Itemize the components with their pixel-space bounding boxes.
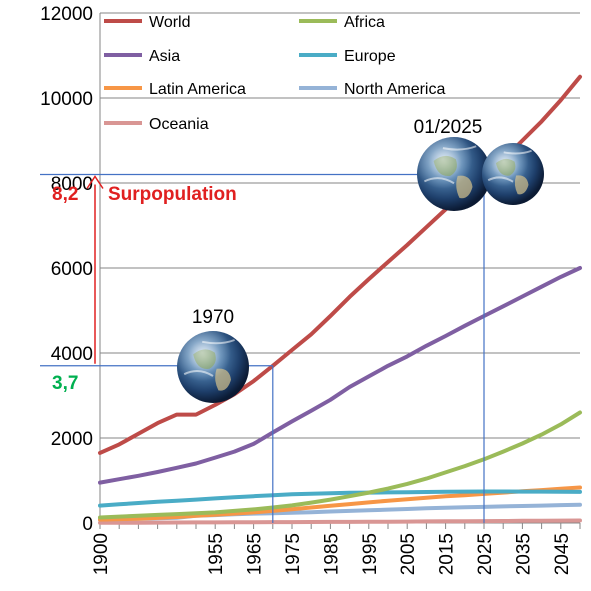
x-tick-label-1965: 1965 [245,533,266,575]
x-tick-label-1955: 1955 [206,533,227,575]
series-line-europe [98,489,582,508]
surpopulation-label: Surpopulation [108,184,237,205]
year-label-1970: 1970 [192,307,234,328]
y-tick-label-0: 0 [82,514,93,535]
x-tick-label-2025: 2025 [475,533,496,575]
series-line-asia [98,266,582,485]
globe-shine [417,137,491,211]
series-line-oceania [98,518,582,525]
y-axis-ticks: 0 2000 4000 6000 8000 10000 12000 [40,4,93,535]
y-tick-label-2000: 2000 [51,429,93,450]
surpopulation-arrow-head [86,175,104,189]
x-tick-label-1995: 1995 [360,533,381,575]
y-tick-label-12000: 12000 [40,4,93,25]
y-tick-label-10000: 10000 [40,89,93,110]
year-label-2025: 01/2025 [414,117,483,138]
legend-label-world: World [149,14,191,31]
start-value-label: 3,7 [52,373,78,394]
y-tick-label-8000: 8000 [51,174,93,195]
series-line-africa [98,410,582,520]
y-tick-label-4000: 4000 [51,344,93,365]
legend-label-latin-america: Latin America [149,81,246,98]
end-value-label: 8,2 [52,184,78,205]
legend: World Africa Asia Europe Latin America North … [104,14,445,133]
x-tick-label-2005: 2005 [398,533,419,575]
earth-globe-icon-2025 [417,137,491,211]
x-tick-label-1900: 1900 [91,533,112,575]
y-tick-label-6000: 6000 [51,259,93,280]
globe-shine [482,143,544,205]
x-tick-label-2045: 2045 [552,533,573,575]
gridlines [100,12,580,439]
legend-label-oceania: Oceania [149,116,209,133]
annotations: 3,7 8,2 Surpopulation 1970 01/2025 [40,117,544,523]
x-tick-label-1975: 1975 [283,533,304,575]
series-line-world [98,74,582,455]
x-tick-label-2015: 2015 [437,533,458,575]
x-axis-ticks: 1900 1955 1965 1975 1985 1995 2005 2015 2025 2035… [91,523,581,575]
x-tick-label-1985: 1985 [321,533,342,575]
earth-globe-icon-1970 [177,331,249,403]
x-tick-label-2035: 2035 [513,533,534,575]
series-lines [98,74,582,525]
legend-label-africa: Africa [344,14,385,31]
legend-label-europe: Europe [344,48,396,65]
legend-label-asia: Asia [149,48,180,65]
globe-shine [177,331,249,403]
legend-label-north-america: North America [344,81,445,98]
earth-globe-icon-2025-second [482,143,544,205]
